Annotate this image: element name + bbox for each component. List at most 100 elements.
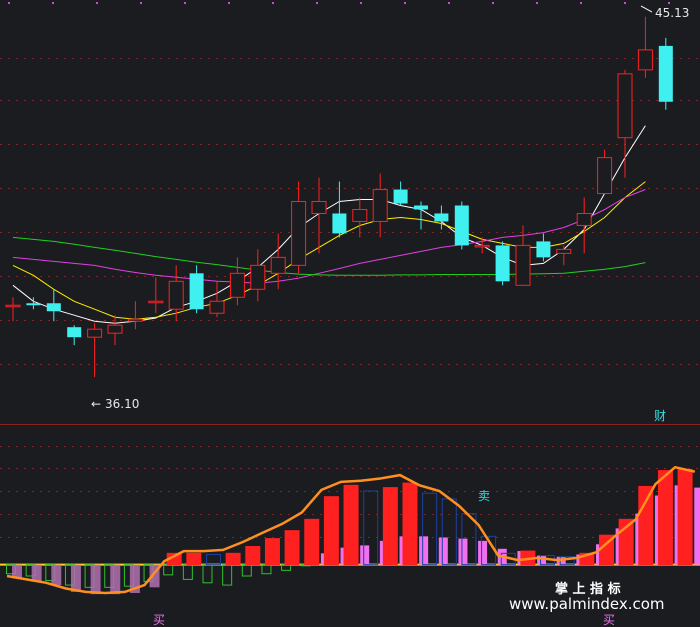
candle xyxy=(67,325,82,346)
osc-main-bar xyxy=(12,564,22,579)
candle-body xyxy=(536,241,551,258)
low-price-label: 36.10 xyxy=(105,397,139,411)
high-price-annotation: 45.13 xyxy=(640,5,689,20)
candle-body xyxy=(352,208,368,222)
candle-body xyxy=(474,244,490,248)
candle xyxy=(474,237,490,254)
osc-main-bar xyxy=(206,553,221,566)
candle xyxy=(291,181,307,274)
osc-main-bar xyxy=(422,492,438,566)
osc-signal-bar xyxy=(438,537,448,565)
candle-body xyxy=(291,201,307,266)
candle xyxy=(637,16,653,78)
candle-body xyxy=(332,213,347,234)
osc-main-bar xyxy=(343,484,359,566)
low-price-arrow: ← xyxy=(91,397,101,411)
osc-line xyxy=(6,465,696,595)
candle xyxy=(209,281,225,318)
osc-signal-bar xyxy=(537,555,547,565)
candle-body xyxy=(658,45,673,102)
osc-signal-bar xyxy=(419,536,429,565)
candle xyxy=(189,265,204,314)
osc-main-bar xyxy=(110,564,121,595)
candle-body xyxy=(597,157,613,195)
candle-body xyxy=(5,304,21,308)
candle-body xyxy=(556,248,572,254)
candle-body xyxy=(250,264,266,290)
osc-main-bar xyxy=(51,564,62,586)
top-tick-dot xyxy=(492,2,494,4)
osc-main-bar xyxy=(657,470,673,566)
osc-main-bar xyxy=(245,546,261,566)
candle-body xyxy=(127,318,143,322)
high-price-label: 45.13 xyxy=(655,6,689,20)
ma-line-3 xyxy=(12,236,646,276)
top-tick-dot xyxy=(668,2,670,4)
high-price-pointer xyxy=(640,5,653,13)
candle-body xyxy=(311,201,327,214)
candle xyxy=(495,241,510,286)
osc-signal-bar xyxy=(694,487,700,565)
candle-body xyxy=(168,280,184,310)
candle-body xyxy=(434,213,449,222)
candle-body xyxy=(515,244,531,286)
candle xyxy=(26,297,41,310)
osc-main-bar xyxy=(304,518,320,566)
candle-body xyxy=(495,245,510,282)
top-tick-dot xyxy=(536,2,538,4)
signal-buy-label-1: 买 xyxy=(153,613,165,627)
candle xyxy=(107,315,123,346)
candle xyxy=(393,181,408,206)
candle-body xyxy=(414,205,428,210)
candle-body xyxy=(46,303,61,312)
osc-main-bar xyxy=(382,487,398,566)
osc-main-bar xyxy=(90,564,101,595)
candle xyxy=(5,297,21,322)
osc-main-bar xyxy=(402,482,418,566)
osc-main-bar xyxy=(186,552,202,566)
candle xyxy=(127,301,143,330)
top-tick-dot xyxy=(360,2,362,4)
top-tick-dot xyxy=(96,2,98,4)
candle-body xyxy=(372,189,388,222)
candle-body xyxy=(67,327,82,338)
candle-body xyxy=(576,212,592,226)
candle-body xyxy=(26,303,41,306)
candle-body xyxy=(189,273,204,310)
candle-body xyxy=(209,300,225,314)
candle xyxy=(352,197,368,238)
price-panel-grid xyxy=(0,2,700,365)
candle xyxy=(87,323,103,378)
osc-main-bar xyxy=(284,530,300,566)
top-tick-dot xyxy=(272,2,274,4)
candle-body xyxy=(393,189,408,204)
candle xyxy=(250,249,266,302)
osc-main-bar xyxy=(264,538,280,566)
candle-body xyxy=(87,328,103,338)
top-tick-dot xyxy=(404,2,406,4)
candle xyxy=(536,233,551,262)
top-tick-dot xyxy=(184,2,186,4)
osc-signal-bar xyxy=(458,538,468,565)
osc-signal-bar xyxy=(360,545,370,565)
low-price-annotation: ← 36.10 xyxy=(91,397,139,411)
top-tick-dot xyxy=(580,2,582,4)
candle-body xyxy=(617,73,633,139)
candle xyxy=(46,289,61,322)
candle-body xyxy=(270,256,286,274)
top-tick-dot xyxy=(448,2,450,4)
candle-body xyxy=(148,300,164,304)
top-tick-dot xyxy=(8,2,10,4)
candle xyxy=(617,69,633,178)
ma-line-0 xyxy=(12,125,646,324)
watermark-url: www.palmindex.com xyxy=(509,595,665,613)
top-tick-dot xyxy=(140,2,142,4)
signal-buy-label-2: 买 xyxy=(603,613,615,627)
osc-main-bar xyxy=(129,564,140,593)
candle xyxy=(270,233,286,290)
candle xyxy=(311,177,327,254)
osc-main-bar xyxy=(70,564,81,592)
candle xyxy=(229,257,245,306)
osc-main-bar xyxy=(461,513,477,566)
